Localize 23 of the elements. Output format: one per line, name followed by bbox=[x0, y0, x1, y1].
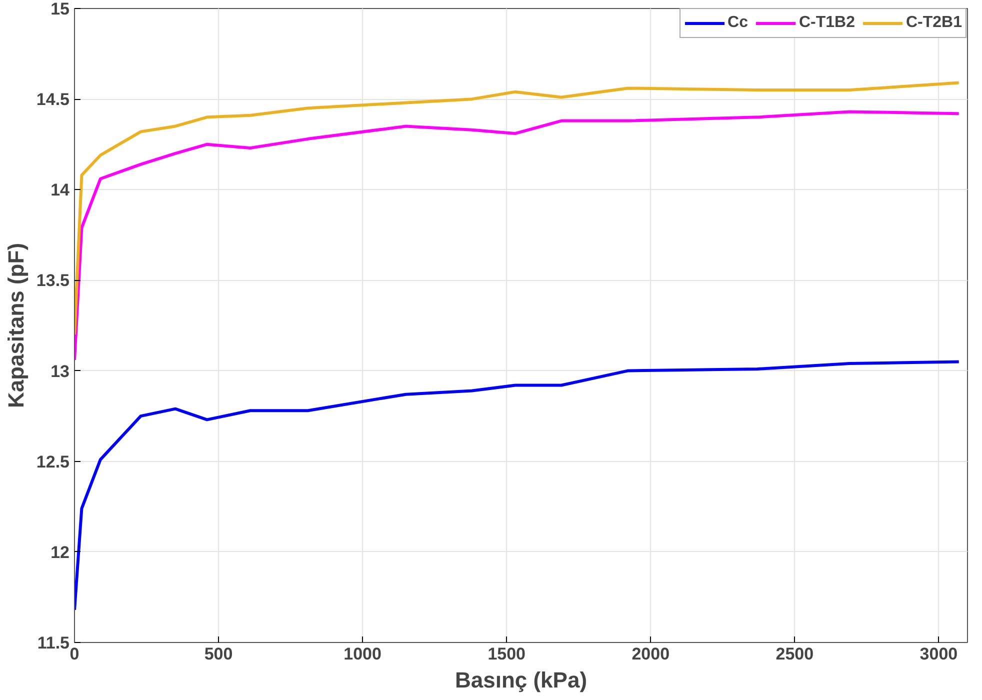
y-tick-label: 11.5 bbox=[37, 634, 70, 652]
x-tick-label: 3000 bbox=[920, 644, 958, 664]
y-tick-label: 13.5 bbox=[36, 271, 70, 290]
y-tick-label: 15 bbox=[50, 0, 70, 18]
x-tick-label: 0 bbox=[70, 644, 80, 664]
line-series bbox=[74, 81, 960, 336]
x-axis-title: Basınç (kPa) bbox=[454, 668, 588, 692]
x-tick-label: 1000 bbox=[344, 644, 382, 664]
y-tick-label: 14 bbox=[50, 180, 70, 200]
y-tick-label: 13 bbox=[50, 362, 70, 381]
x-tick-label: 500 bbox=[204, 644, 233, 664]
y-axis-title: Kapasitans (pF) bbox=[3, 242, 28, 408]
x-tick-label: 1500 bbox=[488, 644, 526, 664]
legend-label: C-T1B2 bbox=[798, 14, 855, 32]
x-tick-label: 2000 bbox=[632, 644, 670, 664]
line-series bbox=[74, 110, 960, 362]
y-tick-label: 14.5 bbox=[36, 90, 70, 110]
legend-label: C-T2B1 bbox=[906, 14, 962, 32]
legend-label: Cc bbox=[728, 14, 748, 32]
y-tick-label: 12.5 bbox=[36, 452, 70, 472]
line-series bbox=[74, 360, 960, 612]
x-tick-label: 2500 bbox=[776, 644, 814, 664]
y-tick-label: 12 bbox=[50, 542, 70, 562]
